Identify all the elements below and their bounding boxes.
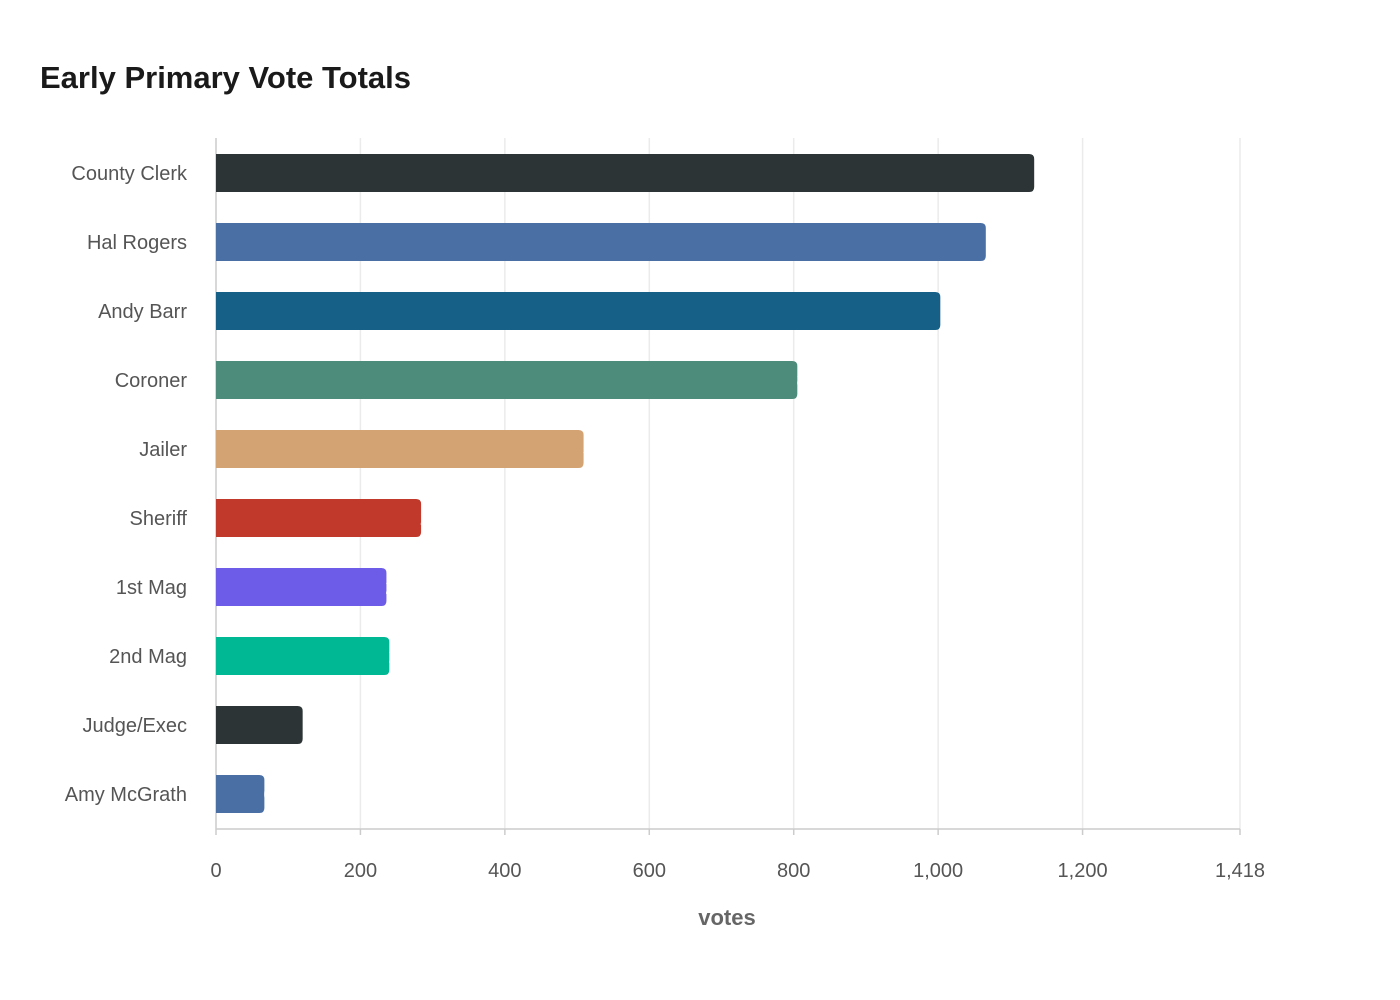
y-category-label: Hal Rogers xyxy=(87,232,187,254)
bar-amy-mcgrath xyxy=(216,775,265,813)
y-category-label: Sheriff xyxy=(130,508,188,530)
bar-data-label: 1 xyxy=(1033,163,1044,185)
bar-jailer xyxy=(216,430,584,468)
y-category-label: Coroner xyxy=(115,370,188,392)
x-axis-title: votes xyxy=(698,905,755,930)
y-category-label: Andy Barr xyxy=(98,301,187,323)
bar-coroner xyxy=(216,361,798,399)
x-tick-label: 1,000 xyxy=(913,860,963,882)
bar-data-label: 2 xyxy=(388,646,399,668)
bar-data-label: 1 xyxy=(985,232,996,254)
bar-data-label: 1 xyxy=(302,715,313,737)
bar-1st-mag xyxy=(216,568,387,606)
bar-hal-rogers xyxy=(216,223,986,261)
bar-2nd-mag xyxy=(216,637,390,675)
x-tick-label: 200 xyxy=(344,860,377,882)
x-tick-label: 1,200 xyxy=(1058,860,1108,882)
bar-sheriff xyxy=(216,499,422,537)
chart-title: Early Primary Vote Totals xyxy=(40,60,412,95)
bar-data-label: 6 xyxy=(263,784,274,806)
y-category-label: 1st Mag xyxy=(116,577,187,599)
y-category-label: Judge/Exec xyxy=(82,715,187,737)
bars xyxy=(216,154,1035,813)
bar-county-clerk xyxy=(216,154,1035,192)
y-category-label: Jailer xyxy=(139,439,187,461)
bar-data-label: 5 xyxy=(583,439,594,461)
bar-judge-exec xyxy=(216,706,303,744)
x-tick-label: 800 xyxy=(777,860,810,882)
y-category-label: 2nd Mag xyxy=(109,646,187,668)
x-tick-label: 0 xyxy=(210,860,221,882)
bar-data-label: 8 xyxy=(796,370,807,392)
y-category-label: Amy McGrath xyxy=(65,784,187,806)
x-tick-label: 600 xyxy=(633,860,666,882)
x-tick-label: 1,418 xyxy=(1215,860,1265,882)
y-category-label: County Clerk xyxy=(71,163,188,185)
bar-data-label: 2 xyxy=(385,577,396,599)
bar-data-label: 2 xyxy=(420,508,431,530)
bar-data-label: 1 xyxy=(939,301,950,323)
x-tick-label: 400 xyxy=(488,860,521,882)
bar-andy-barr xyxy=(216,292,941,330)
